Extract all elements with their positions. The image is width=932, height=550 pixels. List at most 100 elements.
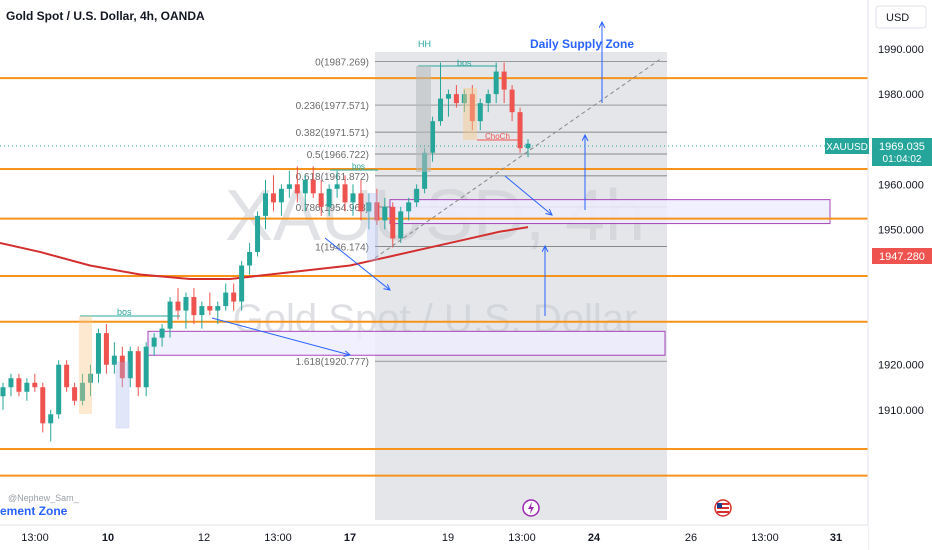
bos-label-top: bos	[457, 58, 472, 68]
candle-37	[294, 166, 300, 203]
upper-zone	[389, 199, 831, 225]
candle-63	[501, 62, 507, 104]
candle-0	[0, 382, 6, 410]
lower-zone	[147, 330, 666, 356]
candle-42	[334, 170, 340, 198]
candle-19	[151, 333, 157, 356]
candle-9	[72, 382, 78, 406]
candle-65	[517, 107, 523, 153]
fib-label-7: 1.618(1920.777)	[296, 357, 369, 368]
time-tick-8: 26	[685, 532, 697, 544]
fib-label-2: 0.382(1971.571)	[296, 128, 369, 139]
candle-52	[414, 184, 420, 207]
order-block-mid	[367, 193, 378, 261]
fib-label-0: 0(1987.269)	[315, 57, 369, 68]
candle-57	[453, 85, 459, 108]
lightning-event-icon[interactable]	[522, 499, 540, 517]
ma-price-box	[872, 248, 932, 264]
candle-48	[382, 197, 388, 230]
candle-64	[509, 85, 515, 122]
daily-supply-zone-label: Daily Supply Zone	[530, 37, 634, 51]
fib-label-3: 0.5(1966.722)	[307, 150, 369, 161]
candle-32	[255, 211, 261, 257]
candle-17	[135, 346, 141, 397]
candle-54	[430, 116, 436, 162]
candle-12	[95, 328, 101, 383]
candle-62	[493, 62, 499, 104]
structure-annotations: HH bos ChoCh bos bos	[79, 39, 520, 429]
currency-label: USD	[886, 12, 909, 24]
symbol-badge	[825, 138, 869, 154]
order-block-left2	[115, 361, 130, 429]
currency-button[interactable]	[875, 5, 927, 29]
choch-label: ChoCh	[485, 132, 510, 141]
candle-4	[32, 373, 38, 392]
moving-average	[0, 226, 529, 281]
time-tick-5: 19	[442, 532, 454, 544]
candle-1	[8, 373, 14, 397]
time-tick-0: 13:00	[21, 532, 49, 544]
candle-2	[16, 373, 22, 397]
candle-30	[239, 260, 245, 311]
symbol-badge-text: XAUUSD	[826, 142, 868, 153]
us-flag-event-icon[interactable]	[714, 499, 732, 517]
candle-21	[167, 297, 173, 338]
fibonacci-levels: 0(1987.269) 0.236(1977.571) 0.382(1971.571…	[296, 57, 667, 368]
bos-label-mid: bos	[352, 162, 365, 171]
time-tick-7: 24	[588, 532, 601, 544]
candle-60	[477, 98, 483, 131]
candle-34	[270, 175, 276, 212]
time-tick-3: 13:00	[264, 532, 292, 544]
demand-zone-label: ement Zone	[0, 504, 68, 518]
candle-23	[183, 292, 189, 329]
time-axis[interactable]: 13:00 10 12 13:00 17 19 13:00 24 26 13:00 31	[21, 532, 842, 544]
candle-51	[406, 197, 412, 221]
candle-45	[358, 179, 364, 221]
candle-22	[175, 288, 181, 320]
candle-40	[318, 179, 324, 216]
time-tick-4: 17	[344, 532, 356, 544]
candle-28	[223, 283, 229, 311]
candle-44	[350, 184, 356, 216]
zones	[147, 199, 831, 356]
candle-39	[310, 166, 316, 198]
order-block-top	[416, 66, 431, 172]
candle-38	[302, 175, 308, 212]
countdown-text: 01:04:02	[883, 154, 922, 165]
candle-43	[342, 175, 348, 212]
candle-14	[111, 342, 117, 374]
order-block-top2	[463, 88, 477, 140]
candle-11	[88, 364, 93, 397]
candle-27	[215, 301, 221, 325]
price-scale-bg	[868, 0, 932, 550]
candle-59	[469, 85, 475, 131]
fib-label-5: 0.786(1954.968)	[296, 203, 369, 214]
candle-24	[191, 288, 197, 325]
candle-31	[247, 242, 253, 275]
candle-3	[24, 378, 30, 401]
candle-58	[461, 89, 467, 113]
candle-15	[119, 346, 125, 388]
candle-49	[390, 202, 396, 248]
time-axis-bg	[0, 525, 868, 550]
candle-50	[398, 206, 404, 243]
price-tick-5: 1910.000	[878, 405, 924, 417]
fib-label-6: 1(1946.174)	[315, 243, 369, 254]
candle-10	[80, 373, 86, 406]
candle-61	[485, 89, 491, 113]
price-tick-3: 1950.000	[878, 224, 924, 236]
candle-7	[56, 360, 62, 419]
candle-8	[64, 360, 70, 392]
candle-25	[199, 301, 205, 329]
price-tick-0: 1990.000	[878, 44, 924, 56]
candle-35	[278, 184, 284, 216]
candle-55	[438, 62, 443, 126]
candle-36	[286, 170, 292, 198]
fib-label-4: 0.618(1961.872)	[296, 172, 369, 183]
candle-18	[143, 342, 149, 397]
current-price-text: 1969.035	[879, 141, 925, 153]
order-block-left	[79, 316, 92, 414]
price-scale[interactable]: 1990.000 1980.000 1960.000 1950.000 1920.000…	[878, 44, 924, 417]
hh-label: HH	[418, 39, 431, 49]
